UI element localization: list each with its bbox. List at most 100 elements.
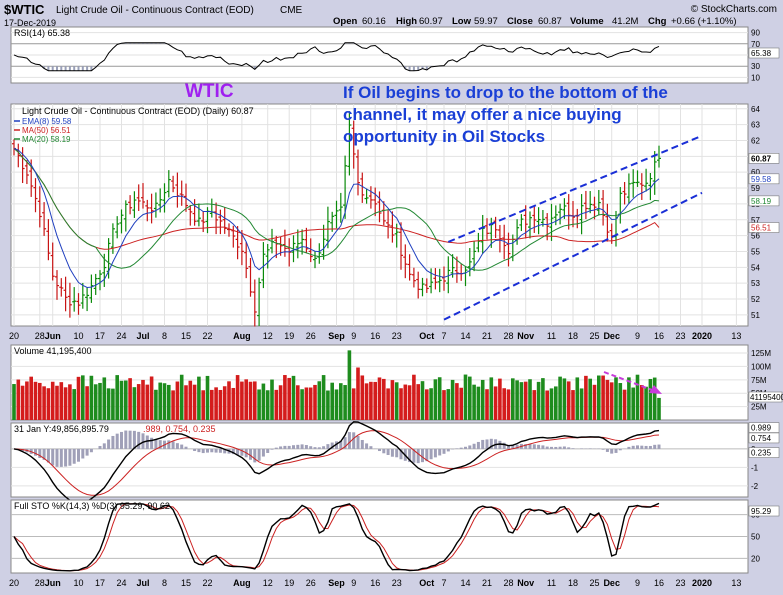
macd-histogram-bar: [214, 448, 218, 453]
x-axis-label: Aug: [233, 578, 251, 588]
x-axis-label: 2020: [692, 331, 712, 341]
price-tag-text: 58.19: [751, 197, 772, 206]
x-axis-label: 9: [635, 331, 640, 341]
volume-bar: [197, 376, 201, 420]
x-axis-label: Sep: [328, 578, 345, 588]
x-axis-label: 2020: [692, 578, 712, 588]
ma20-line: [13, 148, 660, 271]
macd-tag-text: 0.235: [751, 449, 772, 458]
volume-bar: [171, 390, 175, 420]
volume-bar: [326, 390, 330, 420]
macd-histogram-bar: [175, 443, 179, 449]
volume-bar: [545, 390, 549, 420]
volume-bar: [270, 379, 274, 420]
volume-bar: [119, 380, 124, 420]
rsi-tick-label: 10: [751, 73, 760, 82]
macd-histogram-bar: [498, 440, 502, 449]
macd-histogram-bar: [485, 439, 489, 449]
x-axis-label: 13: [731, 331, 741, 341]
macd-histogram-bar: [309, 446, 313, 449]
macd-histogram-bar: [442, 448, 446, 454]
macd-histogram-bar: [390, 448, 394, 457]
volume-bar: [403, 384, 408, 420]
volume-bar: [29, 376, 33, 420]
volume-bar: [588, 378, 592, 420]
price-tag-box: [748, 173, 780, 185]
macd-histogram-bar: [330, 442, 334, 449]
volume-bar: [141, 379, 145, 420]
x-axis-bottom: 20 28 Jun 10 17 24 Jul 8 15 22 Aug 12 19 26 Sep 9 16 23 Oc…: [9, 578, 741, 588]
price-tick-label: 57: [751, 216, 760, 225]
volume-arrow-line: [603, 371, 653, 391]
sto-k-line: [13, 502, 660, 572]
macd-histogram-bar: [322, 446, 326, 449]
x-axis-label: 19: [284, 331, 294, 341]
macd-tag-box: [748, 422, 780, 433]
macd-histogram-bar: [193, 448, 197, 452]
volume-bar: [167, 384, 171, 420]
x-axis-label: 28: [503, 578, 513, 588]
x-axis-label: 10: [73, 331, 83, 341]
volume-bar: [558, 376, 562, 420]
x-axis-label: Aug: [233, 331, 251, 341]
legend-entry: MA(20) 58.19: [22, 135, 71, 144]
volume-bar: [575, 377, 580, 420]
volume-bar: [192, 384, 197, 420]
x-axis-label: 14: [460, 578, 470, 588]
sto-axis-ticks: 805020: [751, 511, 760, 564]
macd-histogram-bar: [657, 444, 661, 449]
volume-bar: [360, 375, 365, 420]
volume-bar: [313, 384, 317, 420]
price-tick-label: 55: [751, 247, 760, 256]
note-line-1: If Oil begins to drop to the bottom of t…: [343, 83, 668, 102]
macd-histogram-bar: [408, 448, 412, 463]
volume-bar: [218, 389, 223, 420]
macd-histogram-bar: [524, 444, 528, 449]
macd-label: 31 Jan Y:49,856,895.79 .989, 0.754, 0.23…: [14, 424, 216, 434]
volume-label: Volume 41,195,400: [14, 346, 92, 356]
volume-bar: [149, 376, 154, 420]
volume-tag-box: [748, 391, 783, 403]
x-axis-label: 23: [392, 331, 402, 341]
x-axis-label: 9: [351, 578, 356, 588]
macd-histogram-bar: [511, 445, 515, 449]
macd-histogram-bar: [601, 448, 605, 450]
volume-bar: [532, 390, 537, 420]
low-value: 59.97: [474, 16, 498, 27]
volume-bar: [98, 382, 102, 420]
macd-histogram-bar: [433, 448, 437, 458]
volume-bar: [373, 381, 377, 420]
volume-bar: [652, 377, 657, 420]
volume-bar: [394, 382, 399, 420]
volume-bar: [609, 382, 614, 420]
close-label: Close: [507, 16, 533, 27]
price-tick-label: 53: [751, 279, 760, 288]
macd-label-values: .989, 0.754, 0.235: [143, 424, 216, 434]
x-axis-label: 13: [731, 578, 741, 588]
x-axis-label: 9: [351, 331, 356, 341]
price-tick-label: 52: [751, 295, 760, 304]
exchange-text: CME: [280, 5, 303, 16]
x-axis-label: Jul: [136, 578, 149, 588]
volume-bar: [416, 384, 420, 420]
x-axis-label: 28: [35, 331, 45, 341]
price-tag-box: [748, 222, 780, 233]
macd-histogram-bar: [210, 448, 214, 453]
volume-bar: [128, 378, 132, 420]
volume-bar: [476, 386, 481, 420]
macd-histogram-bar: [610, 448, 614, 454]
volume-bar: [339, 383, 343, 420]
macd-histogram-bar: [627, 446, 631, 449]
sto-value-tag: 95.29: [748, 505, 780, 517]
volume-bar: [377, 377, 382, 420]
volume-bar: [592, 384, 597, 420]
macd-histogram-bar: [636, 445, 639, 449]
macd-histogram-bar: [386, 448, 390, 455]
macd-histogram-bar: [605, 448, 609, 452]
volume-bar: [511, 378, 515, 420]
macd-histogram-bar: [631, 445, 635, 449]
macd-histogram-bar: [128, 430, 132, 449]
volume-bar: [519, 382, 524, 420]
macd-histogram-bar: [438, 448, 442, 456]
macd-histogram-bar: [167, 440, 171, 449]
